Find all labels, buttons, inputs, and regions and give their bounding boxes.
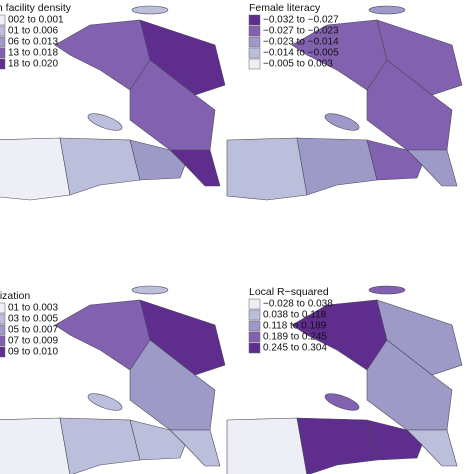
legend-label: 0.189 to 0.245 [263, 332, 327, 343]
legend: Female literacy−0.032 to −0.027−0.027 to… [248, 2, 339, 70]
legend-label: 03 to 0.005 [8, 314, 58, 325]
legend-swatch [248, 36, 261, 48]
legend-swatch [248, 25, 261, 37]
legend-label: 01 to 0.006 [8, 26, 58, 37]
legend-swatch [248, 331, 261, 343]
legend-label: 05 to 0.007 [8, 325, 58, 336]
legend-title: th facility density [0, 2, 72, 14]
region [226, 137, 308, 201]
legend-swatch [248, 298, 261, 310]
legend-label: −0.023 to −0.014 [263, 37, 339, 48]
legend-swatch [0, 25, 6, 37]
region [366, 419, 423, 461]
legend-label: −0.027 to −0.023 [263, 26, 339, 37]
region [0, 137, 71, 201]
legend-label: 002 to 0.001 [8, 15, 64, 26]
island [87, 393, 123, 411]
legend-swatch [0, 36, 6, 48]
legend-swatch [248, 58, 261, 70]
region [376, 299, 463, 376]
region [129, 139, 186, 181]
region [59, 417, 141, 474]
legend-label: 18 to 0.020 [8, 59, 58, 70]
legend-title: Local R−squared [249, 286, 329, 298]
island [324, 393, 360, 411]
region [296, 137, 378, 196]
legend-swatch [248, 320, 261, 332]
island [324, 113, 360, 131]
legend-label: 06 to 0.013 [8, 37, 58, 48]
legend-swatch [0, 324, 6, 336]
legend-label: 0.038 to 0.118 [263, 310, 327, 321]
legend-swatch [0, 14, 6, 26]
legend-label: −0.028 to 0.038 [263, 299, 333, 310]
island [131, 5, 169, 15]
legend-label: 13 to 0.018 [8, 48, 58, 59]
legend-label: 01 to 0.003 [8, 303, 58, 314]
legend-label: 09 to 0.010 [8, 347, 58, 358]
island [131, 285, 169, 295]
region [226, 417, 308, 474]
legend-label: 0.118 to 0.189 [263, 321, 327, 332]
legend-swatch [248, 14, 261, 26]
legend-swatch [0, 335, 6, 347]
region [296, 417, 378, 474]
map-panel [0, 285, 226, 474]
region [54, 19, 151, 91]
legend-swatch [248, 47, 261, 59]
island [368, 285, 406, 295]
map-panel [226, 5, 463, 201]
region [139, 299, 226, 376]
legend-swatch [0, 302, 6, 314]
legend-label: 0.245 to 0.304 [263, 343, 327, 354]
island [368, 5, 406, 15]
region [376, 19, 463, 96]
legend-swatch [0, 58, 6, 70]
region [54, 299, 151, 371]
legend-swatch [0, 313, 6, 325]
legend-label: −0.005 to 0.003 [263, 59, 333, 70]
legend-label: −0.014 to −0.005 [263, 48, 339, 59]
region [0, 417, 71, 474]
legend-swatch [248, 342, 261, 354]
legend-swatch [0, 346, 6, 358]
region [139, 19, 226, 96]
map-panel [226, 285, 463, 474]
legend-swatch [248, 309, 261, 321]
legend-title: Female literacy [249, 2, 321, 14]
region [59, 137, 141, 196]
region [129, 419, 186, 461]
legend-label: 07 to 0.009 [8, 336, 58, 347]
map-panel [0, 5, 226, 201]
legend-label: −0.032 to −0.027 [263, 15, 339, 26]
legend-title: nization [0, 290, 30, 302]
island [87, 113, 123, 131]
region [366, 139, 423, 181]
legend-swatch [0, 47, 6, 59]
